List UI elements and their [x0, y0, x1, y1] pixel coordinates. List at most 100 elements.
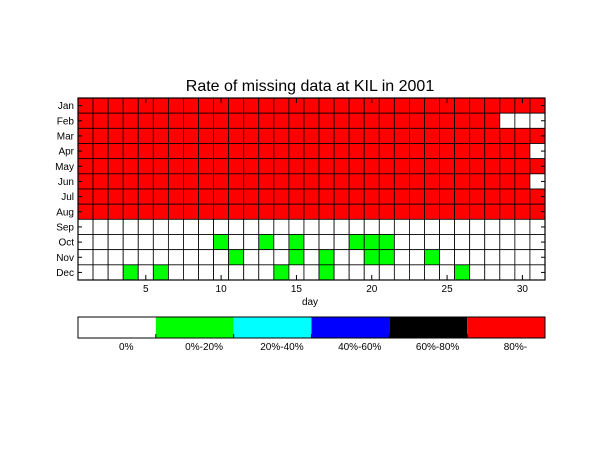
cell-mar-25	[439, 127, 456, 144]
cell-oct-27	[469, 234, 486, 251]
cell-sep-24	[424, 218, 440, 235]
cell-nov-8	[183, 249, 199, 266]
cell-sep-4	[122, 218, 139, 235]
cell-may-14	[273, 158, 290, 175]
cell-nov-13	[258, 249, 275, 266]
cell-nov-22	[393, 249, 410, 266]
x-tick-label-15: 15	[291, 284, 303, 295]
cell-feb-3	[107, 112, 124, 129]
cell-oct-14	[273, 234, 290, 251]
cell-oct-9	[198, 234, 214, 251]
cell-dec-17	[318, 264, 335, 281]
cell-aug-14	[273, 203, 290, 220]
cell-apr-17	[318, 143, 335, 160]
cell-aug-5	[137, 203, 154, 220]
cell-aug-6	[152, 203, 169, 220]
cell-jul-9	[198, 188, 214, 205]
cell-mar-3	[107, 127, 124, 144]
cell-jul-6	[152, 188, 169, 205]
cell-jan-24	[424, 97, 440, 114]
cell-jan-22	[393, 97, 410, 114]
cell-sep-7	[167, 218, 184, 235]
cell-feb-23	[409, 112, 425, 129]
cell-jan-21	[378, 97, 395, 114]
cell-feb-6	[152, 112, 169, 129]
cell-mar-30	[514, 127, 531, 144]
cell-jan-13	[258, 97, 275, 114]
cell-aug-9	[198, 203, 214, 220]
cell-jun-28	[484, 173, 501, 190]
cell-may-18	[333, 158, 350, 175]
cell-dec-16	[303, 264, 320, 281]
cell-jul-16	[303, 188, 320, 205]
cell-oct-24	[424, 234, 440, 251]
cell-nov-4	[122, 249, 139, 266]
cell-feb-15	[288, 112, 305, 129]
cell-feb-27	[469, 112, 486, 129]
cell-oct-7	[167, 234, 184, 251]
cell-feb-13	[258, 112, 275, 129]
cell-may-16	[303, 158, 320, 175]
cell-nov-11	[228, 249, 245, 266]
cell-sep-21	[378, 218, 395, 235]
cell-jul-15	[288, 188, 305, 205]
cell-apr-10	[213, 143, 230, 160]
cell-may-28	[484, 158, 501, 175]
cell-oct-12	[243, 234, 260, 251]
cell-oct-28	[484, 234, 501, 251]
cell-oct-4	[122, 234, 139, 251]
cell-apr-2	[92, 143, 109, 160]
cell-feb-29	[499, 112, 516, 129]
cell-aug-8	[183, 203, 199, 220]
cell-jan-27	[469, 97, 486, 114]
cell-aug-25	[439, 203, 456, 220]
cell-dec-28	[484, 264, 501, 281]
month-labels: Jan Feb Mar Apr May Jun Jul Aug Sep Oct Nov Dec	[55, 101, 545, 279]
cell-mar-19	[348, 127, 365, 144]
cell-dec-19	[348, 264, 365, 281]
cell-jun-20	[363, 173, 380, 190]
cell-aug-7	[167, 203, 184, 220]
cell-feb-16	[303, 112, 320, 129]
cell-nov-29	[499, 249, 516, 266]
cell-sep-18	[333, 218, 350, 235]
cell-mar-28	[484, 127, 501, 144]
cell-apr-9	[198, 143, 214, 160]
cell-jun-26	[454, 173, 471, 190]
cell-aug-27	[469, 203, 486, 220]
cell-jul-12	[243, 188, 260, 205]
cell-jul-4	[122, 188, 139, 205]
day-ticks: 5 10 15 20 25 30	[143, 98, 528, 295]
cell-jun-21	[378, 173, 395, 190]
cell-sep-9	[198, 218, 214, 235]
cell-mar-12	[243, 127, 260, 144]
x-axis-label: day	[302, 297, 318, 308]
cell-aug-17	[318, 203, 335, 220]
cell-jan-7	[167, 97, 184, 114]
cell-jul-14	[273, 188, 290, 205]
cell-jan-12	[243, 97, 260, 114]
cell-jun-3	[107, 173, 124, 190]
cell-apr-24	[424, 143, 440, 160]
cell-jul-22	[393, 188, 410, 205]
cell-jun-9	[198, 173, 214, 190]
cell-jun-13	[258, 173, 275, 190]
cell-sep-27	[469, 218, 486, 235]
cell-jul-26	[454, 188, 471, 205]
cell-dec-11	[228, 264, 245, 281]
cell-aug-23	[409, 203, 425, 220]
cell-apr-30	[514, 143, 531, 160]
cell-mar-21	[378, 127, 395, 144]
cell-jan-6	[152, 97, 169, 114]
cell-jul-2	[92, 188, 109, 205]
x-tick-label-5: 5	[143, 284, 149, 295]
cell-feb-2	[92, 112, 109, 129]
cell-feb-4	[122, 112, 139, 129]
cell-nov-6	[152, 249, 169, 266]
cell-oct-30	[514, 234, 531, 251]
legend-swatch-1	[155, 317, 234, 338]
cell-may-11	[228, 158, 245, 175]
cell-mar-27	[469, 127, 486, 144]
cell-aug-24	[424, 203, 440, 220]
cell-sep-29	[499, 218, 516, 235]
